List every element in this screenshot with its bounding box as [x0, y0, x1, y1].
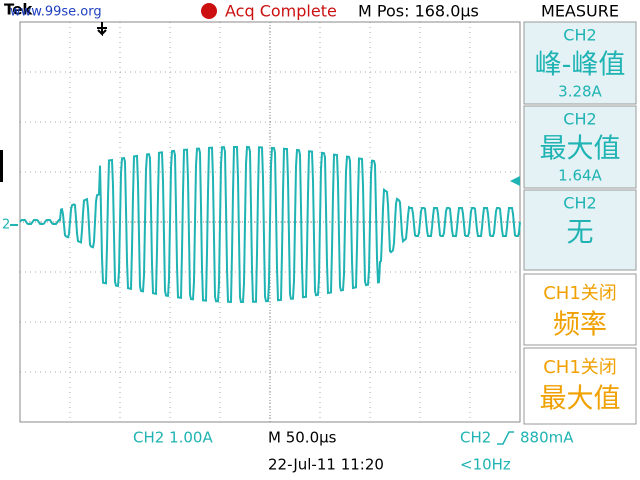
- trigger-level-marker: [510, 176, 520, 186]
- measure-channel: CH1关闭: [543, 283, 617, 304]
- acq-status: Acq Complete: [225, 2, 337, 21]
- ch-scale: CH2 1.00A: [133, 429, 213, 447]
- measure-box: [523, 21, 637, 105]
- measure-value: 3.28A: [558, 83, 602, 101]
- m-position: M Pos: 168.0μs: [358, 2, 479, 21]
- measure-box: [523, 347, 637, 425]
- date-time: 22-Jul-11 11:20: [268, 456, 384, 474]
- measure-label: 峰-峰值: [535, 50, 626, 81]
- measure-label: 最大值: [540, 134, 621, 165]
- trigger-level: 880mA: [520, 429, 574, 447]
- watermark: www.99se.org: [10, 5, 102, 20]
- measure-box: [523, 105, 637, 189]
- measure-channel: CH1关闭: [543, 357, 617, 378]
- side-tab: [0, 150, 3, 182]
- waveform: [19, 145, 521, 303]
- trigger-position-marker: [97, 22, 107, 37]
- menu-title: MEASURE: [541, 2, 619, 21]
- measure-value: 1.64A: [558, 167, 602, 185]
- timebase: M 50.0μs: [268, 429, 337, 447]
- measure-label: 最大值: [540, 384, 621, 415]
- measure-panel: CH2峰-峰值3.28ACH2最大值1.64ACH2无CH1关闭频率CH1关闭最…: [523, 21, 637, 425]
- trigger-source: CH2: [460, 429, 491, 447]
- measure-box: [523, 189, 637, 271]
- brand: Tek: [4, 1, 33, 19]
- rising-edge-icon: [497, 431, 514, 445]
- measure-label: 频率: [553, 310, 607, 341]
- measure-channel: CH2: [563, 26, 596, 45]
- measure-label: 无: [567, 218, 594, 249]
- frequency: <10Hz: [460, 456, 511, 474]
- acq-indicator: [201, 3, 217, 19]
- measure-channel: CH2: [563, 194, 596, 213]
- measure-box: [523, 273, 637, 346]
- measure-channel: CH2: [563, 110, 596, 129]
- channel-marker: 2: [2, 218, 10, 233]
